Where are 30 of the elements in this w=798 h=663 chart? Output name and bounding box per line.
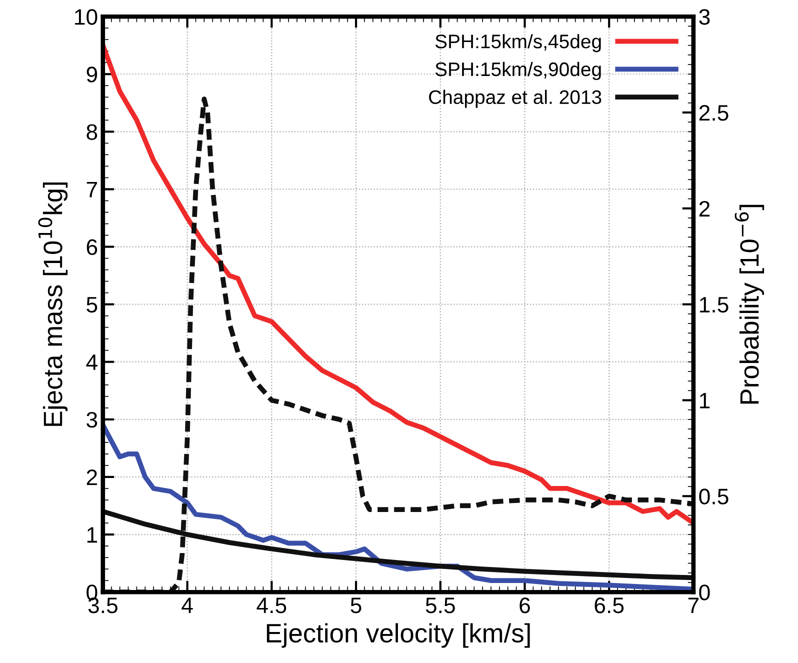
x-tick-label: 5 (350, 598, 362, 614)
y-tick-label: 5 (86, 297, 98, 313)
x-tick-label: 4 (182, 598, 193, 614)
x-tick-label: 5.5 (426, 598, 455, 614)
y2-tick-label: 2 (699, 200, 710, 216)
y2-tick-label: 1.5 (700, 297, 728, 313)
y-tick-label: 10 (75, 9, 98, 25)
y2-tick-label: 1 (700, 392, 710, 408)
y-tick-label: 2 (86, 469, 97, 486)
y2-tick-label: 0.5 (699, 488, 728, 504)
y-axis-title: Ejecta mass [10$^{10}$kg] (38, 182, 68, 426)
legend-label: Chappaz et al. 2013 (429, 90, 602, 108)
x-axis-title: Ejection velocity [km/s] (266, 623, 530, 648)
y-tick-label: 6 (86, 239, 98, 256)
y-tick-label: 1 (87, 527, 97, 543)
y2-tick-label: 0 (699, 584, 710, 600)
y-tick-label: 7 (86, 182, 97, 198)
x-tick-label: 4.5 (256, 598, 286, 614)
y-tick-label: 9 (86, 66, 98, 82)
y2-tick-label: 3 (699, 9, 710, 25)
x-tick-label: 6.5 (594, 598, 624, 614)
y-tick-label: 3 (86, 412, 98, 428)
y2-axis-title: Probability [10$^{−6}$] (734, 204, 764, 404)
y2-tick-label: 2.5 (699, 105, 728, 121)
legend-label: SPH:15km/s,90deg (435, 62, 601, 80)
legend-label: SPH:15km/s,45deg (435, 34, 601, 52)
x-tick-label: 6 (520, 598, 530, 614)
x-tick-label: 7 (688, 598, 699, 614)
y-tick-label: 4 (86, 354, 98, 370)
y-tick-label: 8 (86, 124, 98, 140)
